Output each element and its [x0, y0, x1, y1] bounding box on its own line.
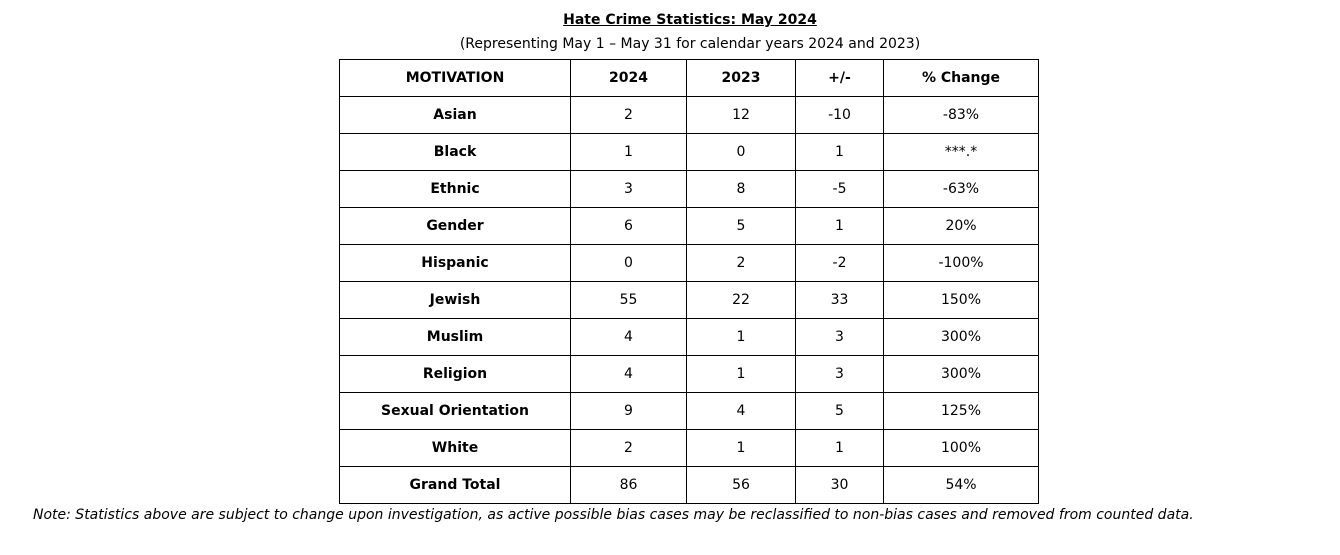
table-row: Sexual Orientation 9 4 5 125%: [339, 392, 1039, 430]
subtitle: (Representing May 1 – May 31 for calenda…: [459, 36, 921, 52]
cell: 4: [570, 355, 687, 393]
cell: 1: [795, 133, 884, 171]
header-row: MOTIVATION 2024 2023 +/-% Change: [339, 59, 1039, 97]
table-row: White 2 1 1 100%: [339, 429, 1039, 467]
cell: 4: [686, 392, 796, 430]
cell: 1: [570, 133, 687, 171]
cell: 1: [686, 429, 796, 467]
motivation-cell: Black: [339, 133, 571, 171]
stats-table: MOTIVATION 2024 2023 +/-% Change Asian 2 12 -1…: [339, 59, 1039, 504]
motivation-cell: Gender: [339, 207, 571, 245]
motivation-cell: Jewish: [339, 281, 571, 319]
cell: 100%: [883, 429, 1039, 467]
cell: 33: [795, 281, 884, 319]
table-row: Muslim 4 1 3 300%: [339, 318, 1039, 356]
cell: 2: [570, 96, 687, 134]
cell: 150%: [883, 281, 1039, 319]
cell: 5: [795, 392, 884, 430]
motivation-cell: Ethnic: [339, 170, 571, 208]
cell: -100%: [883, 244, 1039, 282]
cell: 54%: [883, 466, 1039, 504]
cell: 300%: [883, 355, 1039, 393]
table-row: Asian 2 12 -10 -83%: [339, 96, 1039, 134]
cell: 55: [570, 281, 687, 319]
motivation-cell: Grand Total: [339, 466, 571, 504]
title: Hate Crime Statistics: May 2024: [563, 12, 817, 28]
header-cell: 2023: [686, 59, 796, 97]
cell: ***.*: [883, 133, 1039, 171]
cell: 1: [686, 318, 796, 356]
cell: 2: [686, 244, 796, 282]
header-cell: MOTIVATION: [339, 59, 571, 97]
cell: 86: [570, 466, 687, 504]
cell: -2: [795, 244, 884, 282]
cell: 3: [795, 318, 884, 356]
cell: 0: [570, 244, 687, 282]
table-row: Black 1 0 1 ***.*: [339, 133, 1039, 171]
motivation-cell: Sexual Orientation: [339, 392, 571, 430]
motivation-cell: Religion: [339, 355, 571, 393]
header-cell: % Change: [883, 59, 1039, 97]
table-body: Asian 2 12 -10 -83% Black 1 0 1 ***.* Ethnic 3 8 -5 -6…: [339, 96, 1039, 504]
cell: -63%: [883, 170, 1039, 208]
cell: 1: [795, 207, 884, 245]
cell: 56: [686, 466, 796, 504]
cell: 22: [686, 281, 796, 319]
cell: 3: [570, 170, 687, 208]
motivation-cell: Muslim: [339, 318, 571, 356]
cell: 30: [795, 466, 884, 504]
cell: -10: [795, 96, 884, 134]
cell: -83%: [883, 96, 1039, 134]
cell: 9: [570, 392, 687, 430]
table-row: Hispanic 0 2 -2 -100%: [339, 244, 1039, 282]
motivation-cell: Asian: [339, 96, 571, 134]
motivation-cell: Hispanic: [339, 244, 571, 282]
cell: 1: [795, 429, 884, 467]
note: Note: Statistics above are subject to ch…: [33, 507, 1194, 523]
cell: 4: [570, 318, 687, 356]
table-row: Grand Total 86 56 30 54%: [339, 466, 1039, 504]
cell: 5: [686, 207, 796, 245]
header-cell: 2024: [570, 59, 687, 97]
cell: 2: [570, 429, 687, 467]
header-cell: +/-: [795, 59, 884, 97]
cell: 3: [795, 355, 884, 393]
cell: 125%: [883, 392, 1039, 430]
cell: 6: [570, 207, 687, 245]
table-row: Religion 4 1 3 300%: [339, 355, 1039, 393]
cell: 20%: [883, 207, 1039, 245]
cell: -5: [795, 170, 884, 208]
table-row: Gender 6 5 1 20%: [339, 207, 1039, 245]
cell: 1: [686, 355, 796, 393]
table-row: Jewish 55 22 33 150%: [339, 281, 1039, 319]
cell: 300%: [883, 318, 1039, 356]
cell: 8: [686, 170, 796, 208]
motivation-cell: White: [339, 429, 571, 467]
cell: 0: [686, 133, 796, 171]
table-row: Ethnic 3 8 -5 -63%: [339, 170, 1039, 208]
cell: 12: [686, 96, 796, 134]
